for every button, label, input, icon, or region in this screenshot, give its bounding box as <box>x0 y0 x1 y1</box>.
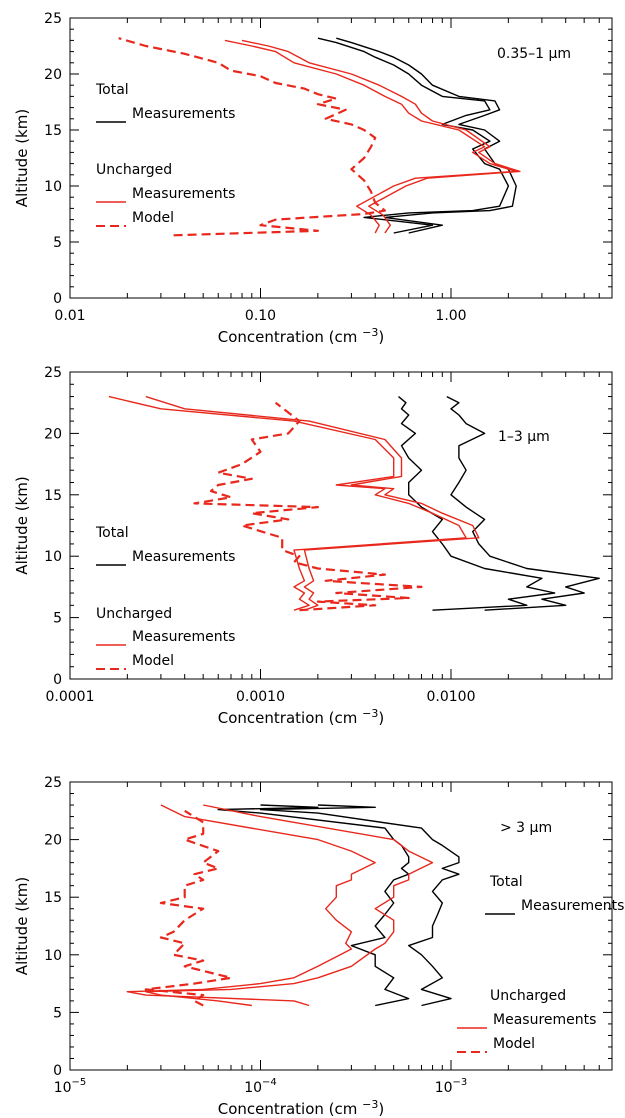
size-range-label: 0.35–1 μm <box>497 46 571 62</box>
uncharged-dashed-series-line <box>193 401 423 612</box>
x-axis-title: Concentration (cm −3) <box>218 326 384 346</box>
total-solid-series-line <box>446 395 600 611</box>
uncharged-solid-series-line <box>145 395 480 611</box>
legend-uncharged-measurements: Measurements <box>493 1012 596 1028</box>
uncharged-solid-series-line <box>108 395 467 611</box>
legend-total-measurements: Measurements <box>132 106 235 122</box>
legend-uncharged-measurements: Measurements <box>132 186 235 202</box>
legend-uncharged-header: Uncharged <box>490 988 566 1004</box>
y-tick-label: 15 <box>44 123 62 139</box>
y-tick-label: 15 <box>44 488 62 504</box>
y-axis-title: Altitude (km) <box>13 476 31 574</box>
size-range-label: > 3 μm <box>500 820 552 836</box>
legend-uncharged-model: Model <box>493 1036 535 1052</box>
legend: TotalMeasurementsUnchargedMeasurementsMo… <box>95 525 235 670</box>
legend-total-measurements: Measurements <box>521 898 624 914</box>
x-tick-label: 0.0100 <box>427 689 476 705</box>
uncharged-solid-series-line <box>126 804 376 1007</box>
legend-uncharged-model: Model <box>132 653 174 669</box>
legend-total-header: Total <box>95 82 129 98</box>
y-tick-label: 0 <box>53 291 62 307</box>
legend-total-measurements: Measurements <box>132 549 235 565</box>
y-axis-title: Altitude (km) <box>13 877 31 975</box>
y-tick-label: 20 <box>44 67 62 83</box>
y-tick-label: 5 <box>53 235 62 251</box>
x-axis-title: Concentration (cm −3) <box>218 707 384 727</box>
y-tick-label: 10 <box>44 549 62 565</box>
panel-3: 0 5 10 15 20 25 10−5 10−4 10−3 Concentration (cm … <box>13 775 624 1118</box>
x-tick-label: 1.00 <box>435 308 466 324</box>
x-tick-label: 0.01 <box>54 308 85 324</box>
y-tick-label: 0 <box>53 1063 62 1079</box>
y-tick-label: 5 <box>53 611 62 627</box>
legend-uncharged-header: Uncharged <box>96 162 172 178</box>
legend: Total Measurements Uncharged Measurements Mo… <box>457 874 624 1053</box>
legend-uncharged-measurements: Measurements <box>132 629 235 645</box>
x-tick-label: 10−5 <box>54 1077 87 1096</box>
uncharged-solid-series-line <box>241 39 521 234</box>
plot-frame <box>69 781 613 1071</box>
y-axis-title: Altitude (km) <box>13 109 31 207</box>
x-tick-label: 0.10 <box>245 308 276 324</box>
total-solid-series-line <box>336 37 517 234</box>
x-tick-label: 0.0010 <box>236 689 285 705</box>
uncharged-solid-series-line <box>224 39 517 234</box>
total-solid-series-line <box>217 804 410 1007</box>
legend-total-header: Total <box>95 525 129 541</box>
y-tick-label: 10 <box>44 948 62 964</box>
y-tick-label: 25 <box>44 11 62 27</box>
x-tick-label: 10−3 <box>435 1077 468 1096</box>
uncharged-dashed-series-line <box>118 37 386 237</box>
uncharged-solid-series-line <box>145 804 434 1007</box>
legend: TotalMeasurementsUnchargedMeasurementsMo… <box>95 82 235 227</box>
legend-total-header: Total <box>489 874 523 890</box>
plot-frame <box>69 371 613 680</box>
x-axis-title: Concentration (cm −3) <box>218 1098 384 1118</box>
uncharged-dashed-series-line <box>144 809 233 1007</box>
y-tick-label: 20 <box>44 833 62 849</box>
y-tick-label: 10 <box>44 179 62 195</box>
panel-1: 0 5 10 15 20 25 0.01 0.10 1.00 Concentration (cm … <box>13 11 613 346</box>
y-tick-label: 15 <box>44 890 62 906</box>
total-solid-series-line <box>259 804 460 1007</box>
total-solid-series-line <box>398 396 556 611</box>
x-tick-label: 0.0001 <box>46 689 95 705</box>
size-range-label: 1–3 μm <box>498 429 550 445</box>
x-tick-label: 10−4 <box>244 1077 277 1096</box>
y-tick-label: 25 <box>44 775 62 791</box>
y-tick-label: 0 <box>53 672 62 688</box>
y-tick-label: 5 <box>53 1005 62 1021</box>
y-tick-label: 20 <box>44 426 62 442</box>
plot-frame <box>69 17 613 299</box>
legend-uncharged-model: Model <box>132 210 174 226</box>
panel-2: 0 5 10 15 20 25 0.0001 0.0010 0.0100 Concentratio… <box>13 365 613 727</box>
y-tick-label: 25 <box>44 365 62 381</box>
legend-uncharged-header: Uncharged <box>96 606 172 622</box>
